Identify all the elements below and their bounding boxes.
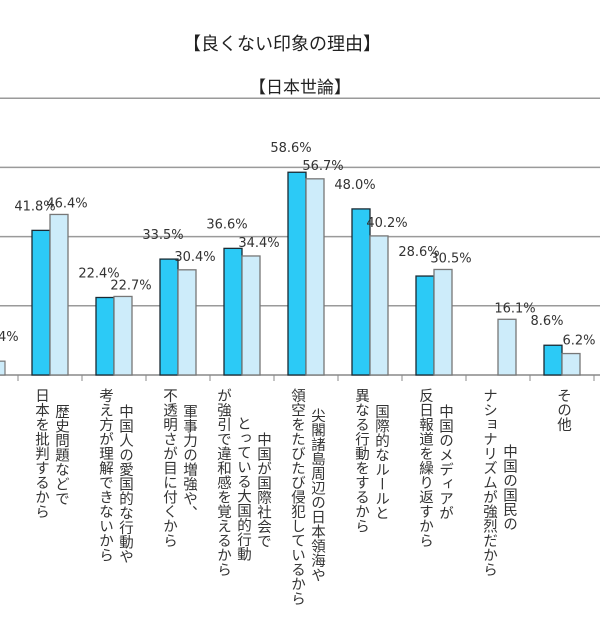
data-label: 30.4% xyxy=(174,250,215,265)
bar-series-2 xyxy=(369,235,389,376)
category-label-line: 異なる行動をするから xyxy=(353,388,369,533)
category-label-line: 中国人の愛国的な行動や xyxy=(117,404,133,564)
bar-series-2 xyxy=(49,213,69,376)
category-label-line: が強引で違和感を覚えるから xyxy=(215,388,231,577)
bar-partial xyxy=(0,360,6,376)
data-label: 22.4% xyxy=(78,266,119,281)
bar-series-1 xyxy=(543,344,563,376)
bar-series-1 xyxy=(287,171,307,376)
category-label-line: 中国が国際社会で xyxy=(255,432,271,548)
data-label: 34.4% xyxy=(238,236,279,251)
data-label: 48.0% xyxy=(334,178,375,193)
category-label-line: 考え方が理解できないから xyxy=(97,388,113,562)
bar-series-2 xyxy=(113,295,133,376)
category-label-line: 領空をたびたび侵犯しているから xyxy=(289,388,305,606)
bar-series-2 xyxy=(561,352,581,376)
category-label-line: とっている大国的行動 xyxy=(235,416,251,561)
category-label-line: 軍事力の増強や、 xyxy=(181,404,197,520)
bar-series-1 xyxy=(351,208,371,376)
data-label: 30.5% xyxy=(430,251,471,266)
data-label: 33.5% xyxy=(142,228,183,243)
category-label-line: その他 xyxy=(555,388,571,432)
bar-series-2 xyxy=(497,318,517,376)
bar-series-1 xyxy=(415,275,435,376)
data-label: 8.6% xyxy=(530,314,563,329)
data-label: 56.7% xyxy=(302,159,343,174)
data-label: 28.6% xyxy=(398,245,439,260)
bar-series-2 xyxy=(305,178,325,376)
bar-series-2 xyxy=(433,268,453,376)
chart-title: 【良くない印象の理由】 xyxy=(183,34,381,55)
data-label: 46.4% xyxy=(46,196,87,211)
bar-series-2 xyxy=(177,269,197,376)
data-label: 41.8% xyxy=(14,199,55,214)
category-label-line: 尖閣諸島周辺の日本領海や xyxy=(309,408,325,582)
bar-series-1 xyxy=(95,296,115,376)
bar-series-1 xyxy=(31,229,51,376)
chart-subtitle: 【日本世論】 xyxy=(249,78,351,98)
category-label-line: 不透明さが目に付くから xyxy=(161,388,177,548)
category-label-line: 中国のメディアが xyxy=(437,404,453,520)
data-label-partial: 4% xyxy=(0,330,19,345)
category-label-line: 中国の国民の xyxy=(501,444,517,531)
category-label-line: 国際的なルールと xyxy=(373,404,389,520)
category-label-line: 日本を批判するから xyxy=(33,388,49,519)
bar-series-1 xyxy=(223,247,243,376)
category-label-line: 反日報道を繰り返すから xyxy=(417,388,433,548)
data-label: 16.1% xyxy=(494,301,535,316)
bar-series-1 xyxy=(159,258,179,376)
data-label: 58.6% xyxy=(270,141,311,156)
data-label: 36.6% xyxy=(206,217,247,232)
bar-series-2 xyxy=(241,255,261,376)
data-label: 22.7% xyxy=(110,278,151,293)
data-label: 40.2% xyxy=(366,216,407,231)
category-label-line: 歴史問題などで xyxy=(53,404,69,506)
data-label: 6.2% xyxy=(562,334,595,349)
category-label-line: ナショナリズムが強烈だから xyxy=(481,388,497,577)
